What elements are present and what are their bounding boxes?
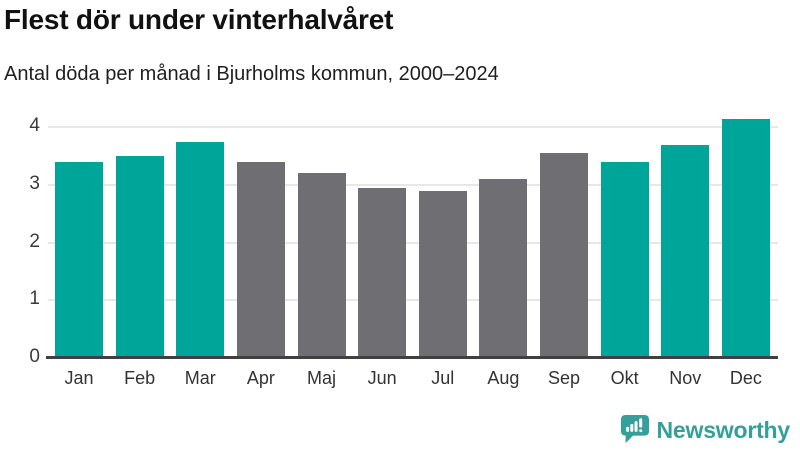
x-tick-label-mar: Mar	[184, 368, 216, 388]
newsworthy-wordmark: Newsworthy	[656, 416, 791, 443]
bar-feb	[115, 156, 164, 358]
newsworthy-logo: Newsworthy	[620, 414, 790, 446]
bar-nov	[661, 144, 710, 358]
x-tick-label-aug: Aug	[487, 368, 520, 388]
x-axis-tick-labels: Jan Feb Mar Apr Maj Jun Jul Aug Sep Okt Nov Dec	[55, 368, 770, 389]
chart-subtitle: Antal döda per månad i Bjurholms kommun,…	[4, 63, 499, 85]
bar-jan	[55, 161, 103, 358]
gridline-y4	[48, 126, 778, 129]
x-tick-label-okt: Okt	[610, 368, 639, 388]
bar-jun	[358, 187, 407, 358]
y-tick-label-3: 3	[29, 172, 40, 194]
gridline-y3	[48, 183, 778, 186]
bar-jul	[418, 190, 467, 358]
bar-maj	[297, 173, 346, 358]
x-tick-label-nov: Nov	[669, 368, 702, 388]
bar-okt	[600, 161, 649, 358]
x-axis-baseline	[46, 356, 778, 359]
bar-mar	[176, 141, 225, 358]
gridline-y2	[48, 241, 778, 244]
x-tick-label-dec: Dec	[729, 368, 762, 388]
x-tick-label-jun: Jun	[367, 368, 397, 388]
x-tick-label-jul: Jul	[431, 368, 455, 388]
x-tick-label-maj: Maj	[306, 368, 336, 388]
gridline-y1	[48, 299, 778, 302]
y-tick-label-4: 4	[29, 115, 40, 137]
bar-aug	[479, 179, 528, 358]
bar-sep	[540, 153, 588, 358]
bar-chart-plot-area: 0 1 2 3 4	[0, 110, 800, 367]
x-tick-label-feb: Feb	[124, 368, 156, 388]
x-tick-label-apr: Apr	[246, 368, 275, 388]
bar-dec	[721, 118, 770, 358]
x-tick-label-sep: Sep	[547, 368, 581, 388]
bar-apr	[236, 161, 285, 358]
newsworthy-logo-icon	[620, 415, 649, 444]
y-tick-label-0: 0	[29, 346, 40, 367]
page-title: Flest dör under vinterhalvåret	[4, 4, 394, 35]
y-tick-label-2: 2	[29, 230, 40, 252]
y-tick-label-1: 1	[29, 288, 40, 310]
bars-container	[55, 110, 770, 358]
x-tick-label-jan: Jan	[64, 368, 94, 388]
